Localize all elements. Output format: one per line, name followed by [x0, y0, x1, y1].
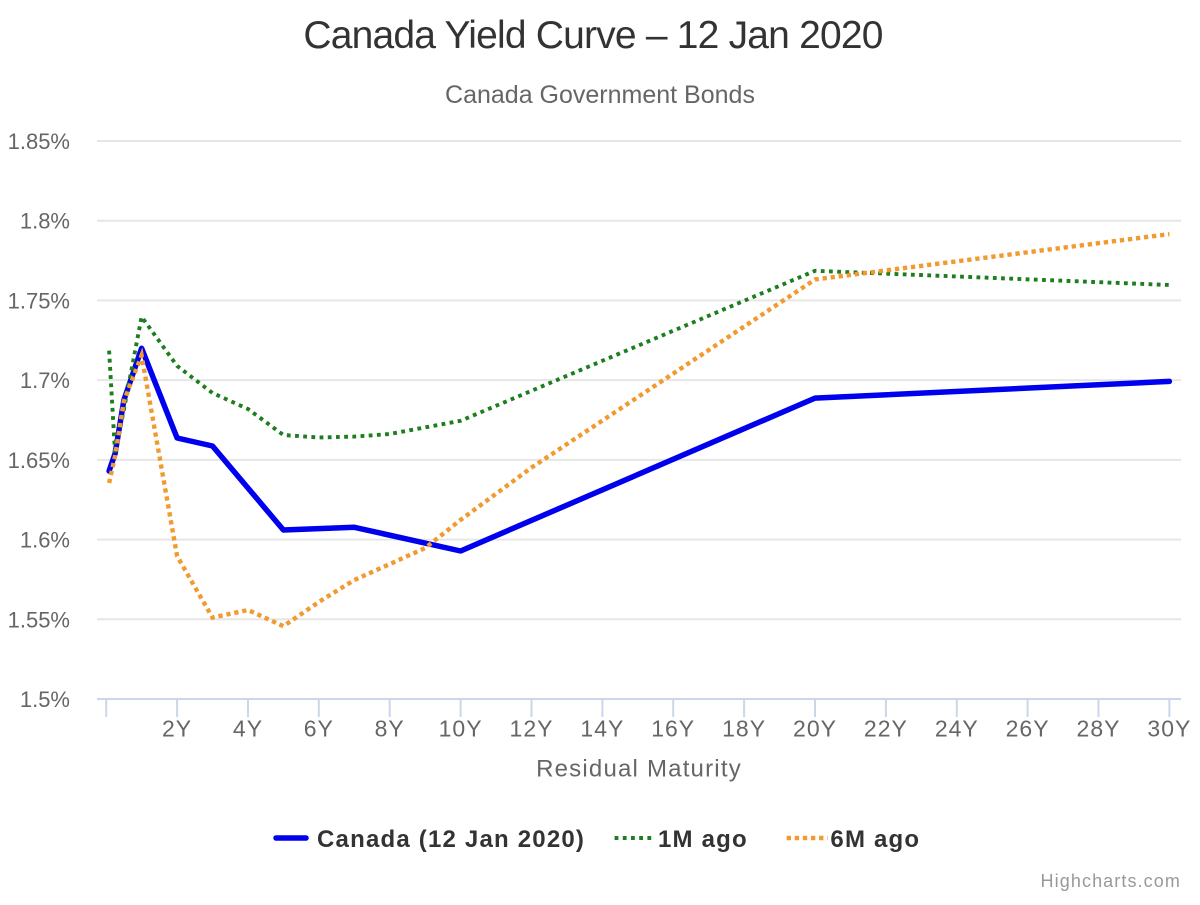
svg-text:22Y: 22Y: [864, 716, 908, 742]
svg-text:28Y: 28Y: [1077, 716, 1121, 742]
svg-text:10Y: 10Y: [439, 716, 483, 742]
svg-text:1.75%: 1.75%: [8, 288, 70, 313]
svg-text:6M ago: 6M ago: [830, 826, 920, 853]
svg-text:18Y: 18Y: [722, 716, 766, 742]
svg-text:2Y: 2Y: [162, 716, 192, 742]
svg-text:20Y: 20Y: [793, 716, 837, 742]
svg-text:1.55%: 1.55%: [8, 607, 70, 632]
svg-text:1.6%: 1.6%: [20, 528, 70, 553]
svg-text:1M ago: 1M ago: [658, 826, 748, 853]
svg-text:Canada (12 Jan 2020): Canada (12 Jan 2020): [317, 826, 585, 853]
svg-text:Canada Yield Curve – 12 Jan 20: Canada Yield Curve – 12 Jan 2020: [303, 14, 882, 57]
svg-text:1.8%: 1.8%: [20, 209, 70, 234]
svg-text:1.5%: 1.5%: [20, 687, 70, 712]
svg-text:1.7%: 1.7%: [20, 368, 70, 393]
svg-text:4Y: 4Y: [233, 716, 263, 742]
svg-text:1.85%: 1.85%: [8, 129, 70, 154]
svg-text:1.65%: 1.65%: [8, 448, 70, 473]
svg-text:12Y: 12Y: [510, 716, 554, 742]
svg-text:Canada Government Bonds: Canada Government Bonds: [445, 81, 755, 109]
svg-text:Residual Maturity: Residual Maturity: [536, 756, 742, 783]
svg-text:6Y: 6Y: [304, 716, 334, 742]
svg-text:Highcharts.com: Highcharts.com: [1041, 871, 1181, 891]
svg-text:16Y: 16Y: [651, 716, 695, 742]
svg-text:24Y: 24Y: [935, 716, 979, 742]
svg-text:30Y: 30Y: [1147, 716, 1191, 742]
svg-text:14Y: 14Y: [580, 716, 624, 742]
svg-text:8Y: 8Y: [375, 716, 405, 742]
svg-text:26Y: 26Y: [1006, 716, 1050, 742]
